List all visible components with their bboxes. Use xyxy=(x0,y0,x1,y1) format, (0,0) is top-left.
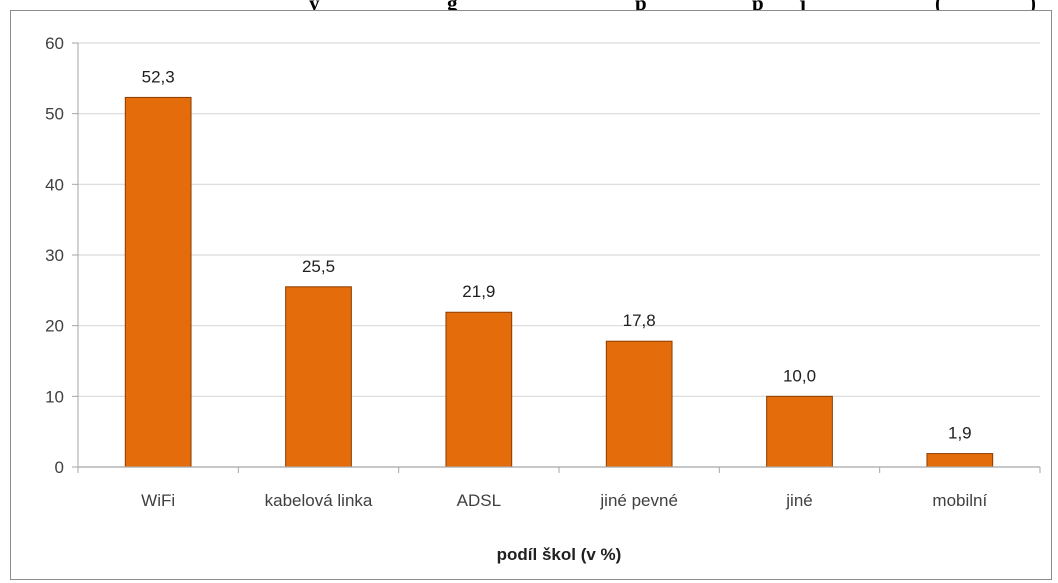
title-fragment-7: ) xyxy=(1029,0,1036,15)
data-label: 21,9 xyxy=(462,282,495,301)
y-tick-label: 50 xyxy=(45,105,64,124)
title-fragment-1: y xyxy=(309,0,320,15)
gridlines xyxy=(72,42,1041,473)
bar-mobilní xyxy=(926,453,994,468)
data-label: 52,3 xyxy=(142,67,175,86)
title-fragment-6: ( xyxy=(935,0,942,15)
title-fragment-2: g xyxy=(447,0,458,15)
y-tick-label: 60 xyxy=(45,34,64,53)
x-tick-label: ADSL xyxy=(457,491,501,510)
y-tick-label: 10 xyxy=(45,387,64,406)
bar-wifi xyxy=(124,96,192,468)
chart-title-fragment: y g p p j ( ) xyxy=(0,0,1058,16)
y-tick-label: 20 xyxy=(45,317,64,336)
data-label: 25,5 xyxy=(302,257,335,276)
y-tick-label: 30 xyxy=(45,246,64,265)
x-tick-label: jiné pevné xyxy=(599,491,678,510)
x-axis-title: podíl škol (v %) xyxy=(497,545,622,564)
bar-jiné-pevné xyxy=(605,340,673,468)
y-tick-label: 40 xyxy=(45,175,64,194)
title-fragment-3: p xyxy=(635,0,647,15)
x-tick-label: mobilní xyxy=(932,491,987,510)
y-axis-tick-labels: 0 10 20 30 40 50 60 xyxy=(45,34,64,477)
x-axis-tick-labels: WiFi kabelová linka ADSL jiné pevné jiné mobi… xyxy=(141,491,987,510)
data-labels: 52,3 25,5 21,9 17,8 10,0 1,9 xyxy=(142,67,972,442)
bars xyxy=(124,96,994,468)
bar-kabelová-linka xyxy=(285,286,352,468)
x-tick-label: kabelová linka xyxy=(265,491,373,510)
bar-adsl xyxy=(445,311,513,468)
data-label: 17,8 xyxy=(623,311,656,330)
data-label: 1,9 xyxy=(948,424,972,443)
data-label: 10,0 xyxy=(783,366,816,385)
title-fragment-4: p xyxy=(752,0,764,15)
title-fragment-5: j xyxy=(799,0,806,15)
x-tick-label: jiné xyxy=(785,491,812,510)
y-tick-label: 0 xyxy=(55,458,64,477)
bar-jiné xyxy=(766,395,833,468)
x-tick-label: WiFi xyxy=(141,491,175,510)
